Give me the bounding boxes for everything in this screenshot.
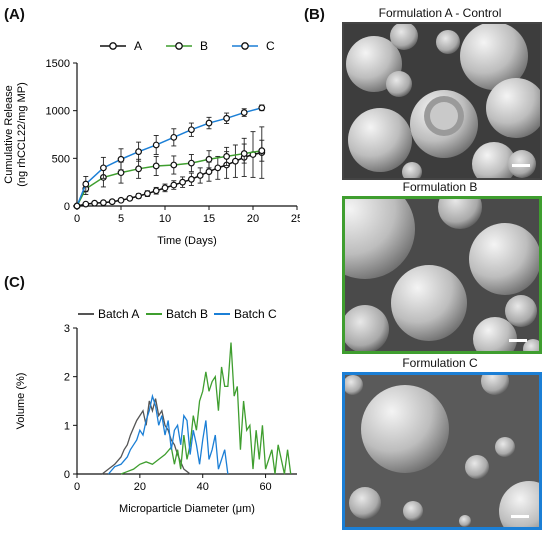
y-tick-label: 0 — [64, 201, 70, 213]
x-tick-label: 0 — [74, 213, 80, 225]
y-tick-label: 0 — [64, 469, 70, 481]
legend-label: Batch A — [98, 307, 139, 321]
size-distribution-chart: Batch A Batch B Batch C 0 20 40 60 0 1 2 3 Micropa… — [15, 307, 297, 515]
release-chart-legend: A B C — [100, 39, 275, 53]
sem-image-c — [342, 372, 542, 530]
legend-marker — [175, 42, 183, 50]
x-tick-label: 25 — [291, 213, 300, 225]
data-point — [170, 161, 178, 169]
data-point — [126, 194, 134, 202]
data-point — [179, 178, 187, 186]
release-chart-axes: 0 5 10 15 20 25 0 500 1000 1500 Time (Days) Cumulat… — [3, 58, 300, 247]
legend-label: C — [266, 39, 275, 53]
x-tick-label: 5 — [118, 213, 124, 225]
x-tick-label: 40 — [197, 481, 209, 493]
data-point — [187, 159, 195, 167]
data-point — [223, 114, 231, 122]
data-point — [240, 150, 248, 157]
series-line — [120, 342, 292, 475]
x-tick-label: 60 — [259, 481, 271, 493]
x-tick-label: 10 — [159, 213, 171, 225]
data-point — [223, 153, 231, 160]
panel-c-label: (C) — [4, 274, 25, 291]
legend-label: Batch C — [234, 307, 277, 321]
series-line — [76, 151, 262, 207]
data-point — [214, 164, 222, 172]
data-point — [258, 104, 266, 112]
sem-image-b — [342, 196, 542, 354]
legend-marker — [109, 42, 117, 50]
data-point — [152, 162, 160, 170]
data-point — [117, 169, 125, 177]
data-point — [205, 168, 213, 176]
y-axis-title: (ng rhCCL22/mg MP) — [16, 82, 28, 187]
series-line — [101, 398, 191, 475]
y-tick-label: 1000 — [46, 106, 70, 118]
data-point — [99, 199, 107, 207]
data-point — [91, 199, 98, 207]
data-point — [152, 141, 160, 149]
y-tick-label: 1 — [64, 420, 70, 432]
data-point — [231, 157, 239, 165]
data-point — [170, 133, 178, 141]
size-chart-plot — [101, 342, 292, 475]
data-point — [73, 202, 81, 210]
data-point — [187, 126, 195, 134]
size-chart-legend: Batch A Batch B Batch C — [78, 307, 277, 321]
data-point — [240, 109, 248, 116]
y-axis-title: Volume (%) — [15, 373, 27, 430]
data-point — [82, 200, 90, 208]
y-tick-label: 3 — [64, 323, 70, 335]
data-point — [205, 155, 213, 163]
data-point — [187, 175, 195, 183]
size-chart-axes: 0 20 40 60 0 1 2 3 Microparticle Diameter (μm) Vo… — [15, 323, 297, 515]
data-point — [82, 180, 90, 188]
data-point — [135, 148, 143, 156]
x-tick-label: 0 — [74, 481, 80, 493]
data-point — [170, 181, 178, 189]
release-chart-plot — [73, 104, 266, 210]
legend-label: B — [200, 39, 208, 53]
series-line — [76, 107, 262, 207]
data-point — [108, 198, 116, 206]
release-chart: A B C 0 5 10 15 20 25 0 500 1000 1500 Time (Days) Cum… — [3, 39, 300, 247]
data-point — [258, 147, 266, 155]
x-tick-label: 20 — [134, 481, 146, 493]
legend-label: A — [134, 39, 142, 53]
data-point — [135, 165, 143, 173]
sem-title-b: Formulation B — [402, 180, 478, 194]
panel-a-label: (A) — [4, 6, 25, 23]
x-axis-title: Microparticle Diameter (μm) — [119, 503, 255, 515]
data-point — [117, 155, 125, 163]
sem-title-a: Formulation A - Control — [378, 6, 502, 20]
data-point — [152, 187, 160, 195]
data-point — [161, 184, 169, 192]
sem-image-a — [342, 22, 542, 180]
sem-title-c: Formulation C — [402, 356, 478, 370]
data-point — [205, 119, 213, 127]
x-tick-label: 20 — [247, 213, 259, 225]
legend-label: Batch B — [166, 307, 208, 321]
y-tick-label: 1500 — [46, 58, 70, 70]
legend-marker — [241, 42, 249, 50]
data-point — [135, 192, 143, 200]
x-axis-title: Time (Days) — [157, 235, 216, 247]
x-tick-label: 15 — [203, 213, 215, 225]
data-point — [117, 196, 125, 204]
y-tick-label: 2 — [64, 372, 70, 384]
data-point — [143, 190, 151, 198]
y-tick-label: 500 — [52, 153, 70, 165]
y-axis-title: Cumulative Release — [3, 85, 15, 183]
data-point — [99, 164, 107, 172]
panel-b-label: (B) — [304, 6, 325, 23]
series-line — [107, 393, 229, 475]
data-point — [196, 172, 204, 179]
